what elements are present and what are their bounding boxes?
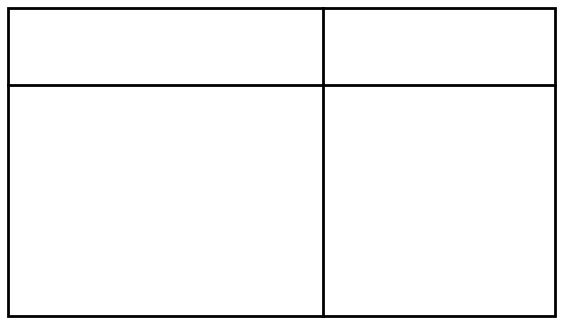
Text: 63.50  -  68.50: 63.50 - 68.50 (101, 249, 229, 267)
Text: 3: 3 (434, 95, 444, 113)
Text: Weights in kg: Weights in kg (99, 22, 233, 40)
Text: 8: 8 (434, 288, 444, 306)
Text: (Class interval): (Class interval) (91, 53, 240, 71)
Text: 7: 7 (434, 211, 444, 229)
Text: 5: 5 (434, 172, 444, 190)
Text: No. of students: No. of students (363, 22, 514, 40)
Text: 53.50  -  58.50: 53.50 - 58.50 (101, 172, 229, 190)
Text: (Frequency): (Frequency) (380, 53, 498, 71)
Text: 68.50  -  73.50: 68.50 - 73.50 (101, 288, 229, 306)
Text: 48.50  -  53.50: 48.50 - 53.50 (102, 134, 229, 152)
Text: 9: 9 (433, 249, 444, 267)
Text: 4: 4 (434, 134, 444, 152)
Text: 43.50  -  48.50: 43.50 - 48.50 (102, 95, 229, 113)
Text: 58.50  -  63.50: 58.50 - 63.50 (101, 211, 229, 229)
